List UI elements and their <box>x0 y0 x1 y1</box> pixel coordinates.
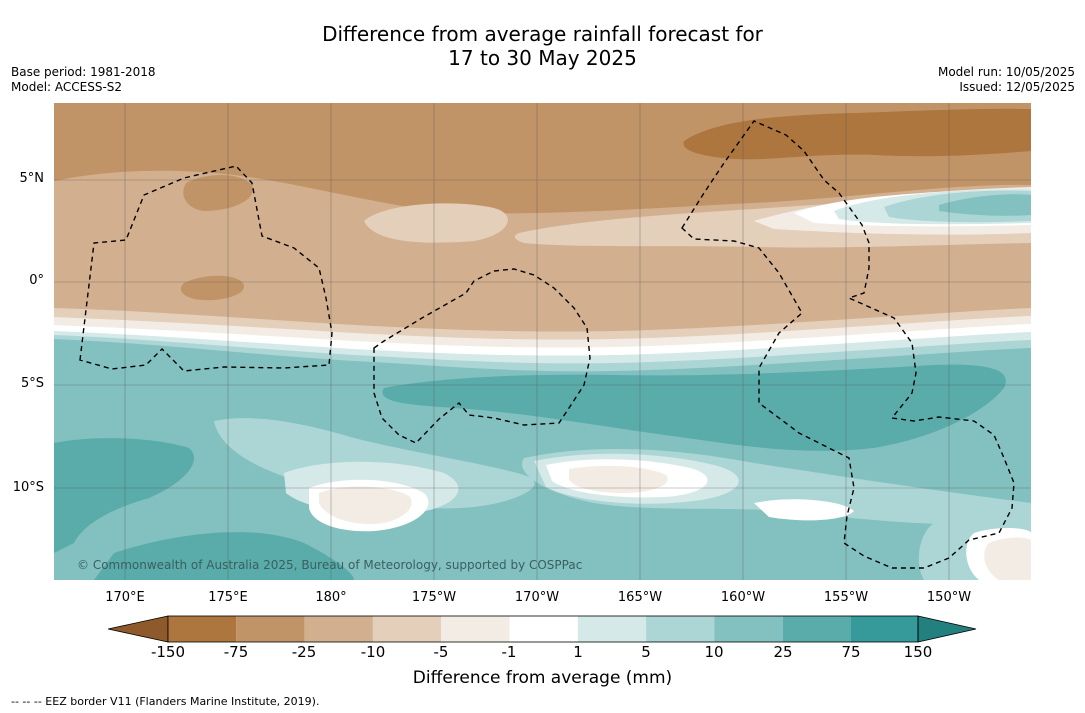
model-name: Model: ACCESS-S2 <box>11 80 123 94</box>
colorbar-frame <box>167 615 919 643</box>
colorbar-tick: -75 <box>223 643 249 661</box>
colorbar-bin-11 <box>851 616 918 642</box>
lat-label-0: 0° <box>29 273 44 288</box>
colorbar-tick: -10 <box>360 643 386 661</box>
eez-east <box>681 120 1015 569</box>
colorbar-title: Difference from average (mm) <box>412 668 673 688</box>
lat-label-10s: 10°S <box>12 480 44 495</box>
map-svg <box>54 103 1031 580</box>
neutral-pocket-south <box>754 499 854 521</box>
near-zero-southeast <box>984 537 1031 580</box>
eez-marshall-kiribati <box>79 165 333 372</box>
lon-label-170w: 170°W <box>514 590 560 605</box>
colorbar-bin-9 <box>714 616 783 642</box>
colorbar-lower-extend <box>108 615 169 643</box>
colorbar-bin-3 <box>304 616 373 642</box>
issued-date: Issued: 12/05/2025 <box>959 80 1075 94</box>
lon-label-155w: 155°W <box>823 590 869 605</box>
colorbar-bin-7 <box>577 616 647 642</box>
colorbar-tick: 150 <box>903 643 933 661</box>
colorbar-bin-8 <box>646 616 715 642</box>
map-title-line1: Difference from average rainfall forecas… <box>322 22 763 46</box>
colorbar-tick: -1 <box>501 643 517 661</box>
base-period: Base period: 1981-2018 <box>11 65 156 79</box>
eez-borders <box>79 120 1015 569</box>
near-zero-pocket-west <box>319 486 412 525</box>
lon-label-160w: 160°W <box>720 590 766 605</box>
wet-patch-southwest <box>54 438 195 553</box>
near-zero-pocket-east <box>569 465 668 493</box>
dry-patch-northeast <box>683 108 1031 160</box>
meta-left: Base period: 1981-2018 Model: ACCESS-S2 <box>11 65 156 95</box>
lon-label-165w: 165°W <box>617 590 663 605</box>
colorbar-bin-4 <box>372 616 442 642</box>
colorbar-bin-6 <box>509 616 578 642</box>
model-run: Model run: 10/05/2025 <box>937 65 1075 79</box>
colorbar-tick: 75 <box>841 643 861 661</box>
colorbar-bin-10 <box>782 616 851 642</box>
colorbar-tick: -5 <box>433 643 449 661</box>
eez-central <box>373 268 591 444</box>
wet-patch-northeast-core <box>939 194 1031 216</box>
lon-label-150w: 150°W <box>926 590 972 605</box>
colorbar-bin-5 <box>441 616 510 642</box>
wet-band-strong <box>382 364 1006 451</box>
colorbar-tick: 25 <box>773 643 793 661</box>
colorbar-bin-2 <box>236 616 305 642</box>
rainfall-map <box>54 103 1031 580</box>
graticule <box>54 103 1031 580</box>
lon-label-175w: 175°W <box>411 590 457 605</box>
lat-label-5s: 5°S <box>20 376 44 391</box>
eez-legend-note: -- -- -- EEZ border V11 (Flanders Marine… <box>11 695 320 708</box>
colorbar-tick: 5 <box>641 643 651 661</box>
colorbar-upper-extend <box>917 615 977 643</box>
wet-patch-south <box>94 532 354 580</box>
lat-label-5n: 5°N <box>19 171 45 186</box>
colorbar-tick: 10 <box>704 643 724 661</box>
dry-patch-west <box>183 175 253 211</box>
lon-label-175e: 175°E <box>208 590 248 605</box>
lon-label-170e: 170°E <box>105 590 145 605</box>
colorbar-tick: 1 <box>573 643 583 661</box>
meta-right: Model run: 10/05/2025 Issued: 12/05/2025 <box>938 65 1075 95</box>
colorbar-tick: -150 <box>150 643 186 661</box>
light-patch-center <box>364 203 508 243</box>
colorbar <box>108 615 977 643</box>
colorbar-tick: -25 <box>291 643 317 661</box>
map-title-line2: 17 to 30 May 2025 <box>448 46 637 70</box>
copyright-note: © Commonwealth of Australia 2025, Bureau… <box>77 558 583 572</box>
colorbar-bin-1 <box>168 616 237 642</box>
lon-label-180: 180° <box>315 590 347 605</box>
